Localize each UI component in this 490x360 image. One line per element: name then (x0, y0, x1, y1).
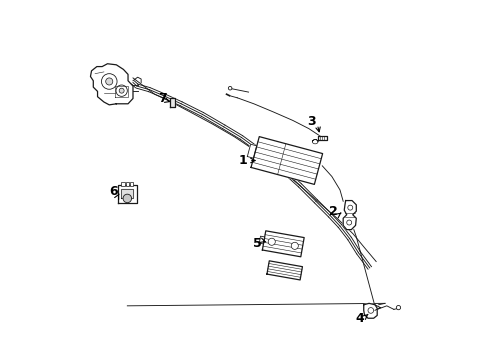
Circle shape (368, 307, 374, 313)
Polygon shape (343, 201, 356, 230)
Polygon shape (122, 189, 133, 198)
Polygon shape (170, 98, 175, 107)
Circle shape (228, 86, 232, 90)
Polygon shape (251, 136, 322, 184)
Polygon shape (91, 64, 133, 105)
Text: 7: 7 (158, 92, 167, 105)
Circle shape (116, 85, 127, 96)
Polygon shape (318, 136, 327, 140)
Circle shape (123, 194, 132, 203)
Text: 4: 4 (356, 312, 365, 325)
Circle shape (106, 78, 113, 85)
Circle shape (348, 205, 353, 210)
Polygon shape (118, 185, 137, 203)
FancyBboxPatch shape (130, 183, 133, 186)
Circle shape (268, 238, 275, 245)
Circle shape (347, 220, 352, 225)
Text: 6: 6 (109, 185, 118, 198)
Text: 5: 5 (253, 237, 262, 250)
Text: 3: 3 (307, 115, 316, 128)
Polygon shape (267, 261, 302, 280)
Polygon shape (262, 231, 304, 257)
FancyBboxPatch shape (122, 183, 125, 186)
Polygon shape (364, 303, 377, 318)
Text: 1: 1 (239, 154, 247, 167)
Circle shape (119, 88, 124, 93)
Polygon shape (259, 236, 265, 244)
FancyBboxPatch shape (125, 183, 129, 186)
Circle shape (101, 74, 117, 89)
Circle shape (291, 242, 298, 249)
Circle shape (396, 306, 401, 310)
Polygon shape (247, 144, 257, 158)
Text: 2: 2 (328, 206, 337, 219)
